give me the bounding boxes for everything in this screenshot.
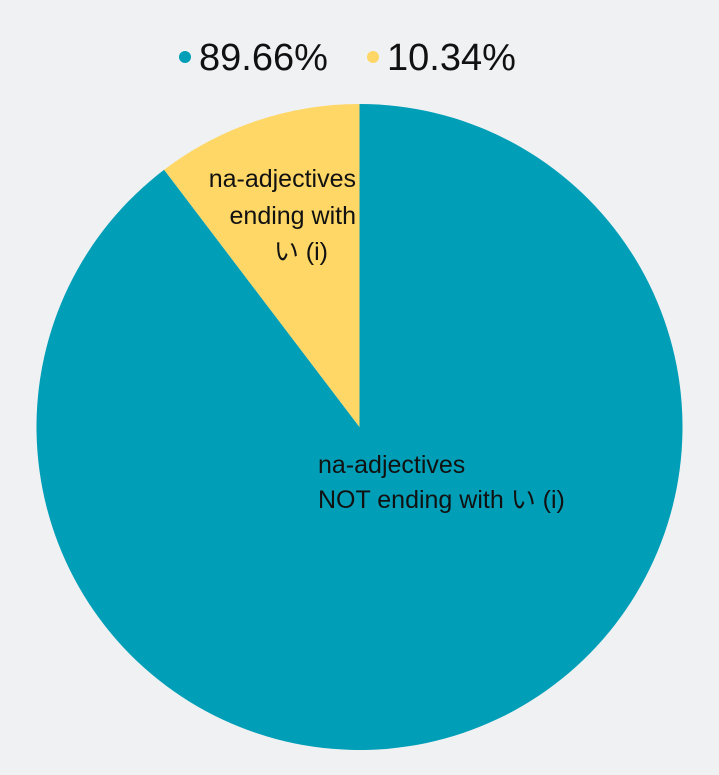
pie-slices (36, 104, 683, 750)
slice-labels: na-adjectives NOT ending with い (i) na-adj… (209, 165, 565, 514)
legend-label-1: 10.34% (387, 37, 516, 79)
legend: 89.66% 10.34% (179, 37, 516, 79)
pie-slice-1 (164, 104, 360, 427)
pie-slice-0 (36, 104, 683, 750)
legend-marker-1 (367, 51, 379, 63)
legend-marker-0 (179, 51, 191, 63)
legend-label-0: 89.66% (199, 37, 328, 79)
slice-label-0: na-adjectives NOT ending with い (i) (318, 451, 565, 514)
slice-label-1: na-adjectives ending with い (i) (209, 165, 356, 266)
